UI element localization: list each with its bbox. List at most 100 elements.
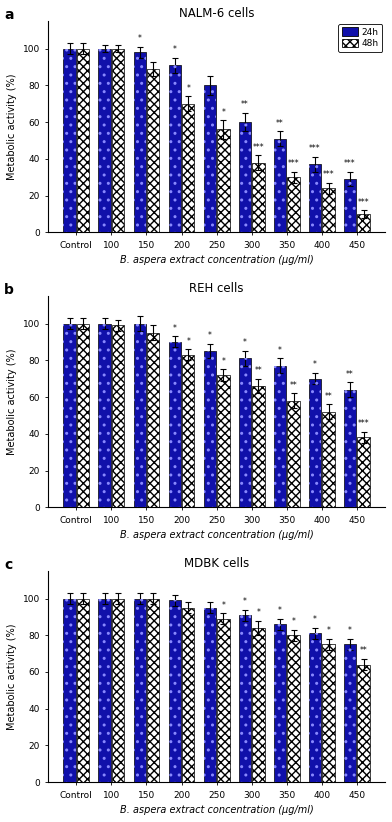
X-axis label: B. aspera extract concentration (μg/ml): B. aspera extract concentration (μg/ml)	[120, 255, 314, 266]
Bar	[344, 179, 356, 233]
X-axis label: B. aspera extract concentration (μg/ml): B. aspera extract concentration (μg/ml)	[120, 530, 314, 540]
Bar	[147, 333, 160, 507]
Bar	[203, 85, 216, 233]
Text: **: **	[276, 118, 284, 127]
Text: *: *	[313, 615, 317, 624]
Bar	[239, 615, 251, 783]
Bar	[309, 634, 321, 783]
Bar	[77, 598, 89, 783]
Text: *: *	[221, 357, 225, 366]
Text: **: **	[325, 392, 332, 400]
Text: ***: ***	[309, 145, 321, 154]
Y-axis label: Metabolic activity (%): Metabolic activity (%)	[7, 73, 17, 180]
Bar	[169, 65, 181, 233]
Legend: 24h, 48h: 24h, 48h	[338, 24, 382, 52]
Text: *: *	[173, 45, 177, 54]
Bar	[64, 598, 76, 783]
Bar	[182, 607, 194, 783]
Bar	[98, 48, 111, 233]
Bar	[112, 326, 124, 507]
Bar	[182, 104, 194, 233]
Bar	[169, 342, 181, 507]
Bar	[64, 598, 76, 783]
Text: *: *	[313, 361, 317, 370]
Bar	[239, 122, 251, 233]
Bar	[112, 48, 124, 233]
Bar	[309, 379, 321, 507]
Title: REH cells: REH cells	[189, 282, 244, 295]
Text: *: *	[221, 601, 225, 610]
Bar	[98, 324, 111, 507]
Text: ***: ***	[344, 159, 356, 168]
Bar	[309, 634, 321, 783]
Bar	[358, 437, 370, 507]
Bar	[98, 598, 111, 783]
Bar	[169, 600, 181, 783]
Bar	[203, 85, 216, 233]
Bar	[274, 139, 286, 233]
Bar	[64, 48, 76, 233]
Bar	[217, 130, 230, 233]
Bar	[252, 628, 265, 783]
Bar	[323, 412, 335, 507]
Bar	[239, 358, 251, 507]
Text: *: *	[292, 617, 296, 626]
Bar	[344, 644, 356, 783]
Bar	[77, 48, 89, 233]
Text: **: **	[254, 366, 262, 375]
Text: **: **	[360, 646, 367, 655]
Bar	[64, 324, 76, 507]
Bar	[344, 390, 356, 507]
Bar	[252, 386, 265, 507]
Bar	[274, 139, 286, 233]
Bar	[274, 366, 286, 507]
Bar	[217, 619, 230, 783]
Bar	[182, 355, 194, 507]
Text: *: *	[138, 35, 142, 43]
Title: NALM-6 cells: NALM-6 cells	[179, 7, 254, 20]
Text: *: *	[187, 337, 190, 345]
Bar	[134, 53, 146, 233]
Bar	[169, 600, 181, 783]
Text: *: *	[256, 608, 260, 616]
Bar	[274, 366, 286, 507]
Bar	[169, 65, 181, 233]
Text: ***: ***	[288, 159, 299, 168]
Bar	[147, 69, 160, 233]
Bar	[323, 644, 335, 783]
Text: *: *	[278, 346, 282, 355]
Bar	[239, 615, 251, 783]
Text: *: *	[348, 626, 352, 635]
Bar	[134, 324, 146, 507]
Text: ***: ***	[323, 170, 334, 179]
Bar	[147, 598, 160, 783]
Y-axis label: Metabolic activity (%): Metabolic activity (%)	[7, 349, 17, 455]
Bar	[134, 324, 146, 507]
Bar	[274, 624, 286, 783]
Bar	[358, 665, 370, 783]
Text: *: *	[173, 324, 177, 333]
Bar	[239, 122, 251, 233]
Text: ***: ***	[252, 142, 264, 151]
Text: *: *	[187, 84, 190, 93]
Text: *: *	[208, 331, 212, 340]
Bar	[98, 48, 111, 233]
Bar	[287, 400, 299, 507]
Bar	[274, 624, 286, 783]
Bar	[287, 178, 299, 233]
Text: *: *	[221, 108, 225, 117]
Y-axis label: Metabolic activity (%): Metabolic activity (%)	[7, 623, 17, 730]
Bar	[134, 598, 146, 783]
Bar	[252, 163, 265, 233]
Text: ***: ***	[358, 419, 369, 428]
Bar	[344, 390, 356, 507]
Bar	[203, 607, 216, 783]
Bar	[134, 53, 146, 233]
Bar	[98, 598, 111, 783]
Bar	[169, 342, 181, 507]
Text: **: **	[241, 100, 249, 109]
Bar	[344, 644, 356, 783]
Bar	[217, 375, 230, 507]
Bar	[77, 324, 89, 507]
Text: ***: ***	[358, 197, 369, 206]
